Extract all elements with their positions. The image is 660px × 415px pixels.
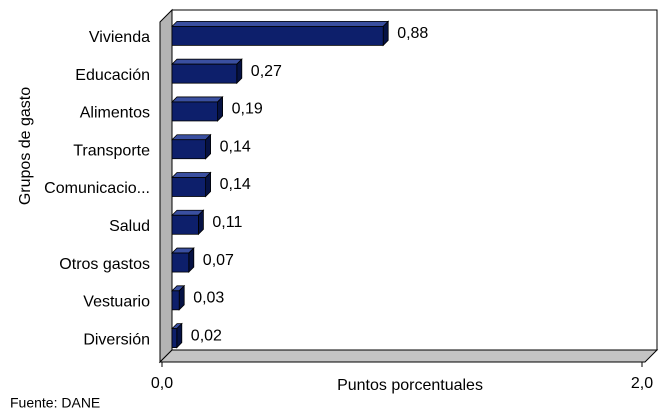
value-label: 0,03 bbox=[193, 290, 224, 307]
value-label: 0,14 bbox=[220, 176, 251, 193]
bar bbox=[171, 252, 190, 273]
y-tick-label: Vestuario bbox=[83, 294, 150, 311]
bar bbox=[171, 139, 206, 160]
y-tick-label: Educación bbox=[75, 67, 150, 84]
bar bbox=[171, 25, 384, 46]
x-tick-label: 2,0 bbox=[631, 375, 653, 392]
y-tick-label: Transporte bbox=[73, 142, 150, 159]
bar bbox=[171, 214, 199, 235]
value-label: 0,02 bbox=[191, 327, 222, 344]
source: Fuente: DANE bbox=[10, 395, 100, 411]
x-axis-label: Puntos porcentuales bbox=[337, 377, 483, 394]
value-label: 0,07 bbox=[203, 252, 234, 269]
value-label: 0,14 bbox=[220, 138, 251, 155]
y-tick-label: Diversión bbox=[83, 331, 150, 348]
floor bbox=[158, 349, 659, 363]
value-label: 0,27 bbox=[251, 63, 282, 80]
value-label: 0,11 bbox=[212, 214, 242, 231]
x-tick-label: 0,0 bbox=[151, 375, 173, 392]
bar-top bbox=[171, 58, 243, 65]
bar bbox=[171, 328, 178, 349]
bar bbox=[171, 63, 238, 84]
bar-top bbox=[171, 96, 224, 103]
y-tick-label: Vivienda bbox=[89, 29, 150, 46]
bar bbox=[171, 290, 180, 311]
y-axis-label: Grupos de gasto bbox=[17, 87, 34, 205]
bar-top bbox=[171, 172, 212, 178]
bar-top bbox=[171, 134, 212, 141]
value-label: 0,19 bbox=[232, 101, 263, 118]
y-tick-label: Alimentos bbox=[80, 105, 150, 122]
bar bbox=[171, 177, 206, 197]
y-tick-label: Otros gastos bbox=[59, 256, 150, 273]
side-wall bbox=[159, 8, 173, 364]
y-tick-label: Comunicacio... bbox=[44, 180, 150, 197]
bar-top bbox=[171, 20, 390, 27]
value-label: 0,88 bbox=[397, 25, 428, 42]
bar bbox=[171, 101, 218, 122]
y-tick-label: Salud bbox=[109, 218, 150, 235]
